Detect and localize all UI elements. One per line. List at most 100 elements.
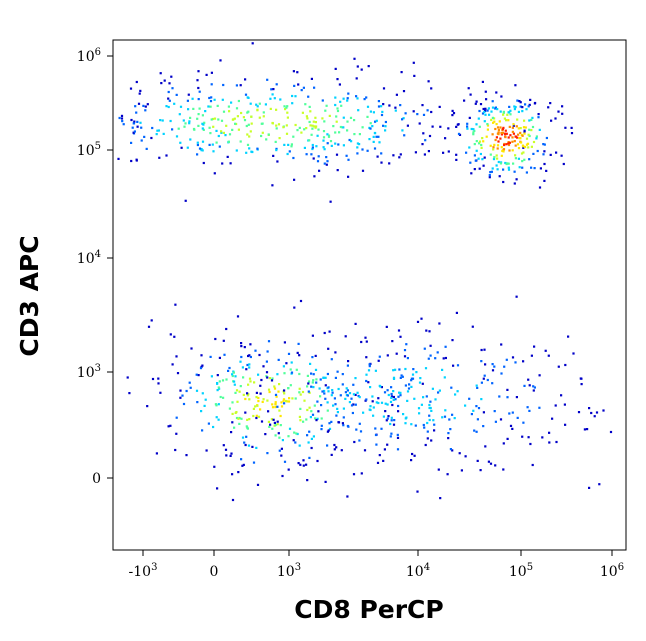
- event-dot-p0-360: [305, 115, 308, 118]
- event-dot-p0-25: [290, 143, 293, 146]
- event-dot-p2-188: [241, 436, 245, 439]
- event-dot-p0-434: [350, 140, 353, 143]
- event-dot-p0-116: [132, 131, 135, 134]
- event-dot-p2-87: [258, 353, 261, 357]
- event-dot-p3-19: [310, 385, 313, 388]
- event-dot-p1-107: [491, 100, 494, 103]
- event-dot-p1-159: [497, 128, 500, 131]
- event-dot-p3-203: [411, 373, 415, 376]
- event-dot-p0-59: [202, 128, 205, 131]
- event-dot-p0-147: [226, 155, 229, 158]
- event-dot-p1-18: [457, 132, 461, 135]
- event-dot-p1-100: [502, 149, 505, 152]
- event-dot-p0-477: [229, 162, 232, 165]
- event-dot-p1-209: [503, 143, 506, 147]
- event-dot-p3-380: [296, 351, 299, 354]
- event-dot-p3-349: [324, 397, 327, 400]
- event-dot-p3-142: [528, 384, 531, 387]
- event-dot-p3-369: [267, 410, 270, 413]
- event-dot-p3-383: [472, 409, 475, 412]
- event-dot-p2-229: [298, 391, 301, 394]
- event-dot-p3-10: [590, 411, 593, 415]
- event-dot-p0-199: [156, 129, 159, 132]
- event-dot-p3-395: [283, 402, 286, 405]
- event-dot-p3-92: [344, 391, 347, 394]
- event-dot-p0-323: [286, 111, 289, 114]
- event-dot-p2-200: [175, 416, 178, 419]
- event-dot-p0-265: [173, 102, 176, 105]
- event-dot-p0-329: [189, 116, 192, 119]
- event-dot-p3-364: [399, 335, 402, 338]
- event-dot-p1-32: [505, 119, 508, 122]
- event-dot-p1-120: [555, 151, 558, 154]
- event-dot-p0-373: [382, 124, 385, 127]
- event-dot-p1-24: [531, 125, 535, 129]
- event-dot-p3-261: [310, 372, 313, 375]
- event-dot-p0-312: [132, 122, 135, 125]
- event-dot-p2-59: [243, 441, 246, 444]
- event-dot-p2-103: [126, 376, 129, 379]
- event-dot-p0-356: [275, 124, 278, 127]
- event-dot-p3-143: [422, 423, 425, 427]
- event-dot-p3-36: [547, 354, 550, 357]
- event-dot-p3-194: [483, 374, 486, 377]
- event-dot-p3-13: [406, 399, 409, 402]
- event-dot-p3-115: [327, 390, 330, 393]
- event-dot-p2-110: [294, 441, 297, 444]
- event-dot-p2-269: [278, 436, 281, 439]
- event-dot-p3-111: [299, 299, 303, 303]
- event-dot-p3-304: [216, 374, 219, 377]
- event-dot-p0-359: [272, 88, 275, 91]
- event-dot-p3-96: [270, 379, 274, 382]
- event-dot-p2-132: [233, 426, 236, 429]
- event-dot-p0-444: [323, 120, 326, 123]
- event-dot-p3-65: [315, 419, 318, 422]
- event-dot-p0-370: [227, 105, 230, 108]
- event-dot-p1-7: [492, 158, 496, 161]
- event-dot-p3-199: [516, 416, 519, 419]
- event-dot-p1-12: [535, 135, 538, 138]
- event-dot-p3-404: [375, 443, 378, 446]
- event-dot-p1-226: [512, 162, 515, 165]
- event-dot-p1-190: [521, 106, 524, 109]
- event-dot-p0-252: [200, 149, 203, 152]
- event-dot-p2-304: [309, 362, 312, 365]
- event-dot-p0-462: [170, 75, 173, 78]
- event-dot-p1-88: [465, 151, 468, 154]
- event-dot-p3-135: [503, 365, 506, 368]
- event-dot-p2-179: [299, 407, 302, 410]
- event-dot-p3-180: [448, 418, 451, 421]
- event-dot-p1-211: [496, 108, 499, 111]
- event-dot-p1-59: [494, 138, 497, 142]
- event-dot-p1-85: [512, 132, 515, 135]
- event-dot-p1-51: [533, 167, 536, 170]
- event-dot-p1-39: [523, 119, 526, 122]
- event-dot-p0-12: [372, 135, 375, 138]
- event-dot-p1-10: [470, 127, 473, 131]
- event-dot-p3-179: [398, 368, 401, 371]
- event-dot-p2-303: [274, 406, 277, 409]
- event-dot-p0-141: [382, 103, 385, 106]
- event-dot-p0-416: [232, 118, 235, 121]
- event-dot-p0-332: [239, 84, 242, 87]
- event-dot-p0-419: [570, 132, 574, 135]
- event-dot-p3-73: [452, 364, 455, 367]
- event-dot-p2-125: [266, 399, 269, 402]
- x-tick-label-0: -103: [129, 562, 158, 580]
- event-dot-p0-414: [144, 109, 147, 112]
- event-dot-p3-249: [480, 381, 483, 384]
- event-dot-p2-122: [271, 406, 275, 409]
- event-dot-p1-49: [522, 151, 525, 154]
- event-dot-p2-219: [222, 396, 225, 399]
- event-dot-p3-25: [280, 447, 283, 450]
- event-dot-p1-252: [479, 152, 482, 156]
- event-dot-p1-243: [451, 109, 454, 112]
- event-dot-p0-346: [394, 109, 397, 112]
- event-dot-p0-13: [144, 105, 147, 108]
- event-dot-p3-378: [506, 388, 509, 391]
- event-dot-p0-472: [288, 150, 291, 153]
- event-dot-p1-142: [514, 144, 517, 147]
- event-dot-p3-145: [439, 497, 442, 500]
- event-dot-p0-428: [135, 80, 138, 84]
- event-dot-p2-38: [227, 369, 230, 372]
